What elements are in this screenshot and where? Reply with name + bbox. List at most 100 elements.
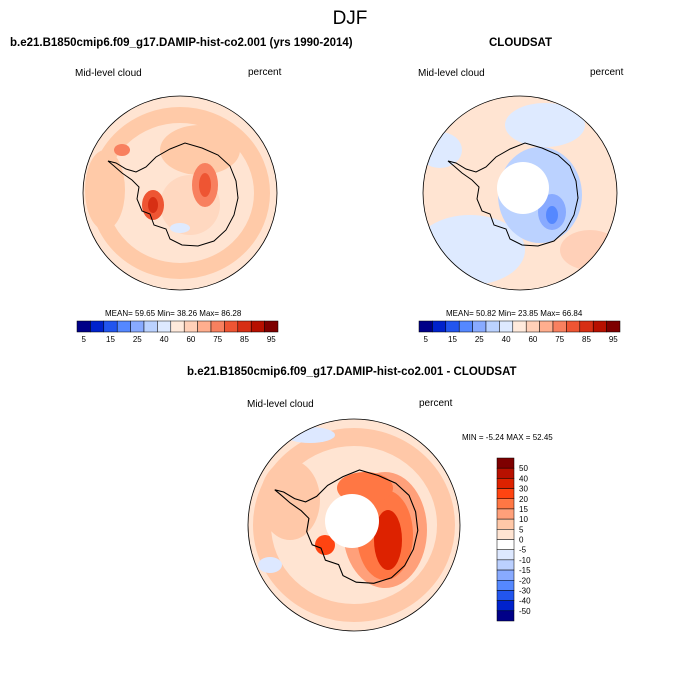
obs-panel-title: CLOUDSAT <box>489 37 553 49</box>
diff-colorbar-box <box>496 610 515 622</box>
obs-map-border <box>422 95 618 291</box>
obs-colorbar: 5 15 25 40 60 75 85 95 <box>418 320 621 344</box>
diff-low-west <box>258 557 282 573</box>
diff-colorbar-box <box>496 549 515 561</box>
model-colorbar-label: 85 <box>240 335 249 344</box>
diff-colorbar-box <box>496 467 515 479</box>
obs-colorbar-box <box>566 320 581 333</box>
obs-colorbar-box <box>592 320 607 333</box>
model-map-border <box>82 95 278 291</box>
obs-stats: MEAN= 50.82 Min= 23.85 Max= 66.84 <box>446 309 583 318</box>
model-colorbar-box <box>170 320 185 333</box>
figure-title: DJF <box>332 8 368 29</box>
model-panel-title: b.e21.B1850cmip6.f09_g17.DAMIP-hist-co2.… <box>10 37 353 49</box>
diff-colorbar-label: 10 <box>519 515 528 524</box>
model-colorbar-box <box>116 320 131 333</box>
model-field-label: Mid-level cloud <box>75 68 142 79</box>
model-colorbar-label: 15 <box>106 335 115 344</box>
diff-colorbar-label: -40 <box>519 597 531 606</box>
obs-colorbar-box <box>418 320 433 333</box>
diff-colorbar-label: 30 <box>519 485 528 494</box>
obs-colorbar-label: 95 <box>609 335 618 344</box>
diff-colorbar-box <box>496 600 515 612</box>
diff-colorbar-box <box>496 498 515 510</box>
diff-colorbar-box <box>496 518 515 530</box>
obs-colorbar-label: 85 <box>582 335 591 344</box>
model-map <box>83 96 277 290</box>
diff-map-border <box>247 418 461 632</box>
obs-field-label: Mid-level cloud <box>418 68 485 79</box>
model-colorbar-box <box>264 320 279 333</box>
diff-colorbar-label: 20 <box>519 495 528 504</box>
diff-colorbar-box <box>496 569 515 581</box>
obs-colorbar-label: 25 <box>475 335 484 344</box>
model-colorbar-label: 75 <box>213 335 222 344</box>
diff-colorbar-label: -10 <box>519 556 531 565</box>
obs-colorbar-label: 60 <box>528 335 537 344</box>
model-colorbar-box <box>143 320 158 333</box>
model-colorbar: 5 15 25 40 60 75 85 95 <box>76 320 279 344</box>
obs-colorbar-label: 75 <box>555 335 564 344</box>
diff-low-north <box>285 427 335 443</box>
obs-colorbar-label: 5 <box>423 335 428 344</box>
obs-colorbar-box <box>485 320 500 333</box>
model-low-patch <box>170 223 190 233</box>
model-colorbar-label: 60 <box>186 335 195 344</box>
diff-colorbar-box <box>496 457 515 469</box>
obs-colorbar-label: 40 <box>502 335 511 344</box>
model-colorbar-box <box>183 320 198 333</box>
obs-min-core <box>546 206 558 224</box>
model-colorbar-box <box>237 320 252 333</box>
diff-max-east <box>374 510 402 570</box>
diff-colorbar-box <box>496 529 515 540</box>
diff-colorbar-label: 50 <box>519 464 528 473</box>
diff-colorbar-box <box>496 539 515 550</box>
obs-colorbar-box <box>552 320 567 333</box>
obs-colorbar-box <box>472 320 487 333</box>
model-colorbar-box <box>90 320 105 333</box>
diff-stats: MIN = -5.24 MAX = 52.45 <box>462 433 553 442</box>
model-colorbar-label: 25 <box>133 335 142 344</box>
model-max-east <box>199 173 211 197</box>
diff-field-label: Mid-level cloud <box>247 399 314 410</box>
obs-colorbar-label: 15 <box>448 335 457 344</box>
diff-missing-data <box>325 494 379 548</box>
diff-colorbar-label: -5 <box>519 546 527 555</box>
model-colorbar-box <box>250 320 265 333</box>
model-max-west <box>148 197 158 213</box>
diff-colorbar-box <box>496 580 515 591</box>
model-colorbar-box <box>103 320 118 333</box>
obs-colorbar-box <box>458 320 473 333</box>
diff-high-west <box>315 535 335 555</box>
model-region-west <box>85 150 125 230</box>
diff-colorbar-label: 15 <box>519 505 528 514</box>
model-colorbar-label: 95 <box>267 335 276 344</box>
diff-colorbar-box <box>496 508 515 520</box>
model-colorbar-label: 5 <box>81 335 86 344</box>
obs-colorbar-box <box>579 320 594 333</box>
diff-colorbar-label: 0 <box>519 536 524 545</box>
diff-colorbar-box <box>496 478 515 489</box>
obs-units-label: percent <box>590 67 624 78</box>
model-units-label: percent <box>248 67 282 78</box>
obs-colorbar-box <box>525 320 540 333</box>
model-colorbar-box <box>210 320 225 333</box>
model-peninsula-high <box>114 144 130 156</box>
model-region-north <box>160 125 240 175</box>
diff-units-label: percent <box>419 398 453 409</box>
model-colorbar-box <box>76 320 91 333</box>
diff-colorbar-label: -20 <box>519 576 531 585</box>
model-colorbar-box <box>130 320 145 333</box>
diff-region-west <box>260 460 320 540</box>
model-colorbar-box <box>197 320 212 333</box>
diff-colorbar-box <box>496 488 515 499</box>
diff-map <box>248 419 460 631</box>
model-colorbar-box <box>157 320 172 333</box>
obs-colorbar-box <box>606 320 621 333</box>
obs-low-north <box>505 103 585 147</box>
diff-colorbar-label: 5 <box>519 525 524 534</box>
obs-colorbar-box <box>499 320 514 333</box>
obs-high-southeast <box>560 230 617 270</box>
